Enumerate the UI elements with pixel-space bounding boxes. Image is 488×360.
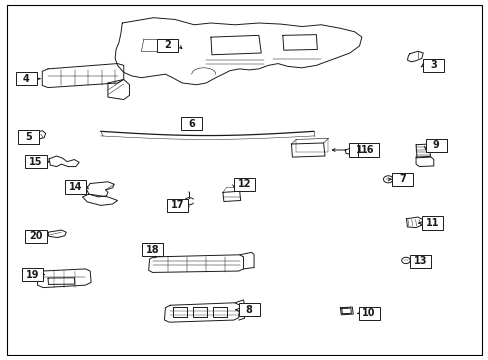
Text: 8: 8 — [245, 305, 252, 315]
Text: 7: 7 — [398, 174, 405, 184]
Bar — [16, 72, 37, 85]
Text: 6: 6 — [188, 118, 195, 129]
Bar — [358, 307, 379, 320]
Bar — [142, 243, 163, 256]
Bar — [25, 155, 46, 168]
Bar — [157, 39, 178, 52]
Bar — [25, 230, 46, 243]
Text: 16: 16 — [361, 145, 374, 155]
Text: 20: 20 — [29, 231, 43, 242]
Bar — [409, 255, 430, 268]
Bar — [65, 180, 86, 194]
Bar — [181, 117, 202, 130]
Text: 15: 15 — [29, 157, 43, 167]
Bar — [357, 143, 378, 157]
Text: 3: 3 — [429, 60, 436, 70]
Text: 1: 1 — [355, 145, 362, 155]
Bar — [422, 216, 443, 230]
Text: 19: 19 — [26, 270, 40, 280]
Text: 12: 12 — [237, 179, 251, 189]
Bar — [233, 177, 255, 191]
Text: 4: 4 — [23, 74, 30, 84]
Bar — [425, 139, 446, 152]
Text: 11: 11 — [425, 218, 439, 228]
Text: 5: 5 — [25, 132, 32, 142]
Text: 9: 9 — [432, 140, 439, 150]
Text: 2: 2 — [164, 40, 171, 50]
Bar — [18, 130, 40, 144]
Text: 10: 10 — [362, 309, 375, 318]
Bar — [391, 173, 412, 186]
Bar — [348, 143, 369, 157]
Bar — [22, 268, 43, 281]
Text: 13: 13 — [413, 256, 427, 266]
Bar — [423, 59, 444, 72]
Text: 14: 14 — [69, 182, 82, 192]
Bar — [166, 199, 187, 212]
Bar — [238, 303, 259, 316]
Text: 17: 17 — [170, 201, 184, 210]
Text: 18: 18 — [145, 245, 159, 255]
